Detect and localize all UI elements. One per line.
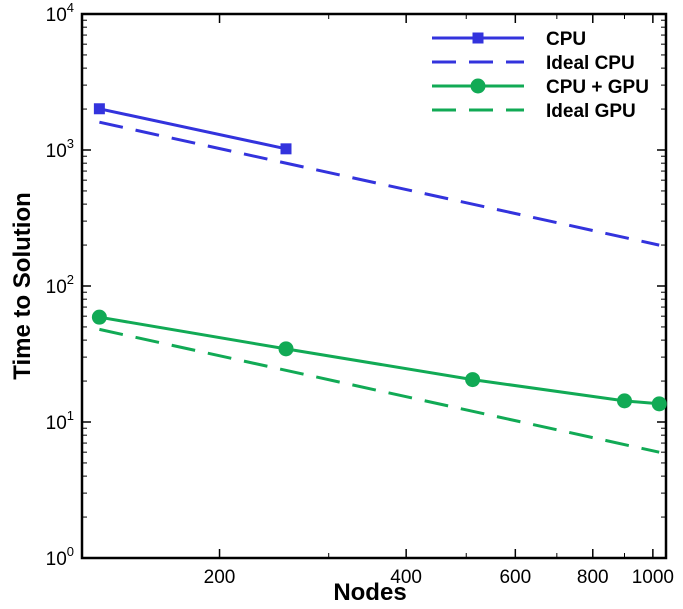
series-layer	[91, 103, 667, 454]
legend: CPU Ideal CPU CPU + GPU Ideal GPU	[432, 29, 649, 122]
y-tick-base: 10	[46, 277, 67, 298]
data-point	[616, 393, 632, 409]
x-axis-title: Nodes	[333, 579, 406, 606]
y-tick-label: 101	[46, 408, 74, 434]
series-cpu-gpu	[91, 309, 667, 412]
x-tick-label: 1000	[632, 567, 674, 588]
series-line	[99, 120, 660, 247]
y-tick-label: 100	[46, 544, 74, 570]
y-tick-exponent: 0	[67, 544, 74, 559]
y-tick-base: 10	[46, 413, 67, 434]
y-tick-label: 102	[46, 272, 74, 298]
y-tick-exponent: 1	[67, 408, 74, 423]
x-tick-label: 800	[577, 567, 609, 588]
series-line	[99, 315, 660, 406]
data-point	[278, 341, 294, 357]
x-tick-label: 200	[204, 567, 236, 588]
y-axis-title: Time to Solution	[9, 192, 36, 380]
series-cpu	[93, 103, 292, 155]
series-line	[99, 107, 287, 151]
data-point	[93, 103, 105, 115]
series-ideal-cpu	[99, 120, 660, 247]
axis-ticks	[82, 13, 666, 559]
legend-entry: CPU	[432, 29, 586, 50]
y-tick-base: 10	[46, 549, 67, 570]
legend-label: CPU	[546, 29, 586, 50]
data-point	[91, 309, 107, 325]
legend-marker	[470, 78, 486, 94]
series-line	[99, 327, 660, 454]
legend-label: Ideal GPU	[546, 101, 636, 122]
y-tick-exponent: 3	[67, 136, 74, 151]
legend-entry: Ideal CPU	[432, 53, 635, 74]
legend-entry: Ideal GPU	[432, 101, 636, 122]
x-tick-label: 400	[390, 567, 422, 588]
legend-entry: CPU + GPU	[432, 77, 649, 98]
data-point	[651, 396, 667, 412]
y-tick-exponent: 4	[67, 0, 74, 15]
series-ideal-gpu	[99, 327, 660, 454]
legend-label: Ideal CPU	[546, 53, 635, 74]
legend-marker	[472, 32, 484, 44]
data-point	[280, 143, 292, 155]
data-point	[465, 372, 481, 388]
y-tick-base: 10	[46, 141, 67, 162]
y-tick-exponent: 2	[67, 272, 74, 287]
legend-label: CPU + GPU	[546, 77, 649, 98]
y-tick-base: 10	[46, 5, 67, 26]
y-tick-label: 104	[46, 0, 74, 26]
x-tick-label: 600	[499, 567, 531, 588]
y-tick-label: 103	[46, 136, 74, 162]
